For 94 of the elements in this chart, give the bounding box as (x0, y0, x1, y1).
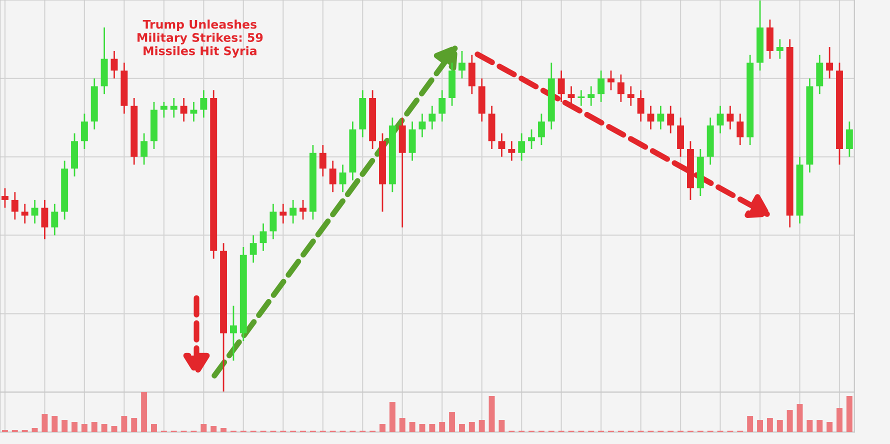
candlestick (230, 305, 237, 362)
bar (131, 418, 138, 432)
bar (121, 416, 128, 432)
candlestick (776, 38, 784, 60)
bar (757, 420, 763, 432)
bar (796, 404, 803, 432)
candlestick (11, 191, 18, 220)
candlestick (339, 164, 346, 193)
candlestick (588, 86, 595, 107)
bar (846, 396, 852, 432)
candlestick (270, 203, 277, 240)
candlestick (319, 144, 326, 178)
candlestick (657, 105, 664, 130)
bar (419, 424, 426, 432)
candlestick (766, 18, 774, 60)
candlestick (578, 89, 585, 107)
bar (72, 422, 78, 432)
candlestick (180, 97, 188, 122)
bar (91, 422, 98, 432)
candlestick (498, 132, 506, 158)
candlestick (41, 199, 48, 240)
candlestick (80, 113, 88, 150)
bar (62, 420, 68, 432)
bar (816, 420, 823, 432)
candlestick (558, 70, 565, 103)
candlestick (637, 89, 644, 122)
candlestick (250, 234, 257, 264)
candlestick (677, 116, 684, 158)
bar (200, 424, 207, 432)
bar (458, 424, 465, 432)
candlestick (667, 105, 674, 134)
candlestick (21, 203, 28, 224)
bar (210, 426, 217, 432)
candlestick (290, 199, 297, 224)
candlestick (51, 203, 58, 236)
candlestick (726, 105, 734, 130)
bar (380, 424, 386, 432)
bar (409, 422, 416, 432)
candlestick (598, 70, 605, 103)
candlestick (329, 160, 336, 193)
candlestick (538, 113, 545, 146)
bar (101, 424, 108, 432)
annotation: Trump Unleashes Military Strikes: 59 Missiles Hit Syria (138, 20, 263, 58)
bar (449, 412, 456, 432)
bar (42, 414, 48, 432)
bar (806, 420, 813, 432)
candlestick (617, 74, 624, 103)
candlestick (140, 132, 148, 166)
candlestick (846, 120, 853, 158)
bar (220, 428, 227, 432)
bar (468, 422, 475, 432)
candlestick (608, 70, 614, 91)
bar (141, 392, 148, 432)
candlestick (170, 97, 178, 118)
candlestick (816, 54, 824, 95)
candlestick (418, 113, 426, 138)
bar (151, 424, 157, 432)
candlestick (200, 89, 208, 118)
bar (498, 420, 505, 432)
candlestick (736, 113, 744, 146)
bar (429, 424, 436, 432)
candlestick (280, 203, 287, 224)
bar (826, 422, 833, 432)
bar (389, 402, 396, 432)
candlestick (110, 50, 118, 80)
candlestick (458, 50, 466, 80)
bar (747, 416, 754, 432)
candlestick (716, 105, 724, 134)
candlestick (408, 120, 416, 162)
bar (488, 396, 495, 432)
bar (786, 410, 793, 432)
candlestick (1, 187, 8, 208)
candlestick (438, 89, 446, 122)
bar (111, 426, 118, 432)
bar (32, 428, 38, 432)
bar (439, 422, 446, 432)
bar (836, 408, 842, 432)
bar (766, 418, 773, 432)
candlestick (508, 140, 516, 162)
candlestick (428, 105, 436, 130)
candlestick (518, 132, 526, 162)
bar (776, 420, 783, 432)
candlestick (627, 86, 634, 107)
candlestick (826, 46, 834, 80)
candlestick (468, 54, 476, 95)
bar (478, 420, 485, 432)
candlestick (647, 105, 654, 130)
candlestick (160, 101, 168, 118)
candlestick (300, 199, 306, 220)
candlestick (260, 222, 267, 252)
candlestick (528, 128, 535, 150)
bar (52, 416, 58, 432)
bar (399, 418, 406, 432)
bar (81, 424, 88, 432)
